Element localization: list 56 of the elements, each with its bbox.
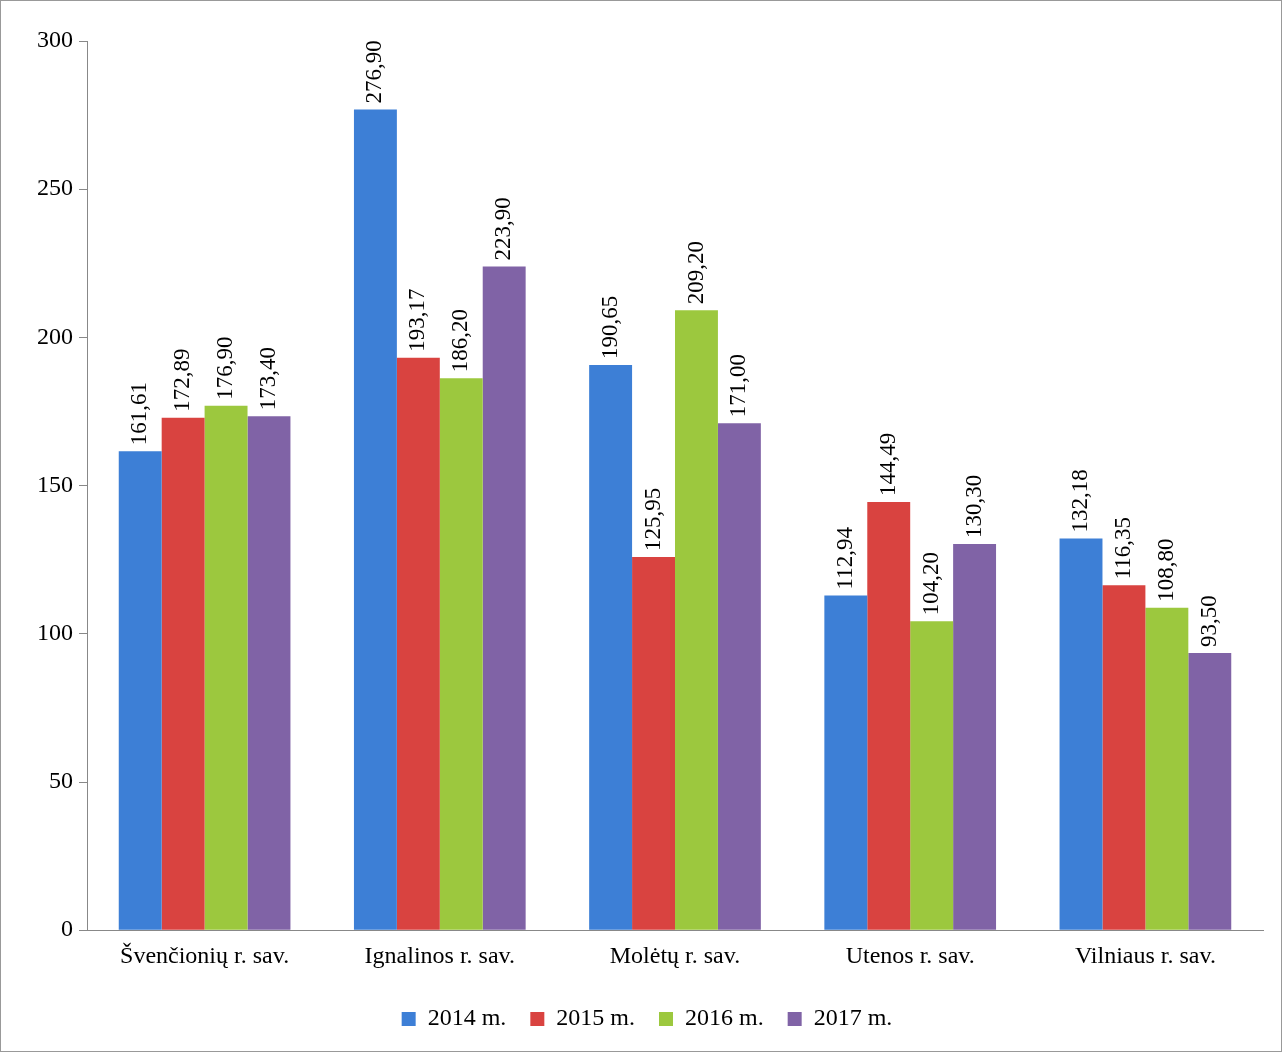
data-label: 172,89: [169, 348, 195, 412]
data-label: 186,20: [447, 309, 473, 373]
data-label: 93,50: [1195, 595, 1221, 648]
y-tick-label: 100: [37, 619, 73, 646]
legend-label: 2016 m.: [685, 1004, 764, 1031]
y-tick-label: 50: [49, 767, 73, 794]
bar: [118, 451, 162, 930]
x-tick-label: Molėtų r. sav.: [609, 941, 741, 968]
data-label: 130,30: [960, 474, 986, 538]
data-label: 132,18: [1067, 469, 1093, 533]
bar: [632, 556, 675, 930]
y-tick-label: 0: [61, 915, 73, 942]
data-label: 125,95: [639, 487, 665, 551]
bar: [482, 266, 526, 930]
bar: [204, 405, 248, 930]
data-label: 112,94: [831, 526, 857, 590]
y-tick-label: 200: [37, 322, 73, 349]
bar: [439, 378, 483, 930]
y-tick-label: 250: [37, 174, 73, 201]
bar: [1102, 585, 1146, 930]
bar: [161, 417, 205, 930]
bar: [717, 423, 761, 930]
bar: [589, 365, 633, 930]
data-label: 223,90: [490, 197, 516, 261]
data-label: 173,40: [255, 346, 281, 411]
x-tick-label: Vilniaus r. sav.: [1074, 941, 1216, 968]
bar: [867, 501, 911, 930]
bar: [824, 595, 868, 930]
x-tick-label: Utenos r. sav.: [845, 941, 975, 968]
bar: [1059, 538, 1103, 930]
legend-label: 2017 m.: [813, 1004, 893, 1031]
data-label: 276,90: [361, 40, 387, 104]
x-tick-label: Ignalinos r. sav.: [364, 941, 516, 968]
x-tick-label: Švenčionių r. sav.: [120, 941, 290, 968]
bar: [396, 357, 440, 930]
bar: [1188, 653, 1232, 930]
y-tick-label: 150: [37, 470, 73, 497]
data-label: 209,20: [682, 240, 708, 305]
bar: [247, 416, 291, 930]
bar: [353, 109, 397, 930]
y-tick-label: 300: [37, 26, 73, 53]
bar: [675, 310, 718, 930]
data-label: 108,80: [1152, 538, 1178, 602]
data-label: 116,35: [1109, 516, 1135, 580]
bar: [910, 621, 954, 930]
legend-label: 2014 m.: [427, 1004, 507, 1031]
legend-label: 2015 m.: [556, 1004, 635, 1031]
bar: [1145, 607, 1189, 930]
data-label: 193,17: [404, 288, 430, 352]
data-label: 161,61: [126, 381, 152, 446]
data-label: 176,90: [212, 336, 238, 400]
data-label: 104,20: [917, 552, 943, 616]
data-label: 190,65: [596, 295, 622, 360]
data-label: 144,49: [874, 432, 900, 496]
data-label: 171,00: [725, 354, 751, 418]
bar: [953, 543, 997, 930]
